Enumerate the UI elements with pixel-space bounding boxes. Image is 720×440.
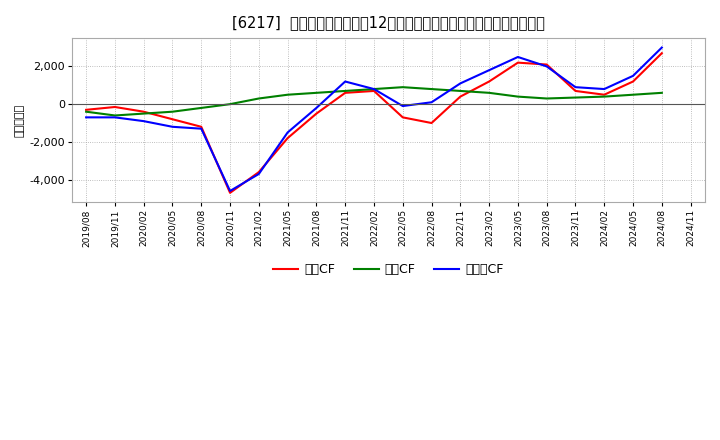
投資CF [485,90,493,95]
投資CF [197,105,206,110]
投資CF [312,90,320,95]
フリーCF [140,118,148,124]
Line: 営業CF: 営業CF [86,53,662,193]
フリーCF [111,115,120,120]
営業CF [283,136,292,141]
営業CF [427,121,436,126]
営業CF [369,88,378,94]
投資CF [369,86,378,92]
投資CF [456,88,464,94]
営業CF [456,94,464,99]
フリーCF [398,103,407,109]
Line: フリーCF: フリーCF [86,48,662,191]
フリーCF [369,86,378,92]
投資CF [341,88,349,94]
フリーCF [456,81,464,86]
フリーCF [657,45,666,50]
フリーCF [254,171,263,176]
投資CF [140,111,148,116]
投資CF [283,92,292,97]
営業CF [485,79,493,84]
Line: 投資CF: 投資CF [86,87,662,115]
投資CF [226,102,235,107]
投資CF [600,94,608,99]
営業CF [571,88,580,94]
営業CF [657,51,666,56]
フリーCF [82,115,91,120]
投資CF [168,109,177,114]
投資CF [657,90,666,95]
Title: [6217]  キャッシュフローの12か月移動合計の対前年同期増減額の推移: [6217] キャッシュフローの12か月移動合計の対前年同期増減額の推移 [232,15,545,30]
営業CF [398,115,407,120]
営業CF [629,79,637,84]
営業CF [140,109,148,114]
フリーCF [168,124,177,129]
営業CF [168,117,177,122]
フリーCF [283,130,292,135]
営業CF [542,62,551,67]
フリーCF [341,79,349,84]
営業CF [82,107,91,113]
営業CF [513,60,522,65]
投資CF [629,92,637,97]
投資CF [513,94,522,99]
投資CF [254,96,263,101]
フリーCF [485,68,493,73]
フリーCF [197,126,206,131]
投資CF [427,86,436,92]
営業CF [197,124,206,129]
営業CF [226,190,235,195]
フリーCF [629,73,637,78]
営業CF [111,104,120,110]
営業CF [254,169,263,175]
フリーCF [513,55,522,60]
フリーCF [427,99,436,105]
営業CF [341,90,349,95]
Y-axis label: （百万円）: （百万円） [15,104,25,137]
フリーCF [600,86,608,92]
投資CF [398,84,407,90]
フリーCF [542,64,551,69]
投資CF [571,95,580,100]
フリーCF [571,84,580,90]
投資CF [542,96,551,101]
営業CF [600,92,608,97]
Legend: 営業CF, 投資CF, フリーCF: 営業CF, 投資CF, フリーCF [268,258,509,282]
投資CF [111,113,120,118]
営業CF [312,111,320,116]
フリーCF [226,188,235,194]
投資CF [82,109,91,114]
フリーCF [312,105,320,110]
